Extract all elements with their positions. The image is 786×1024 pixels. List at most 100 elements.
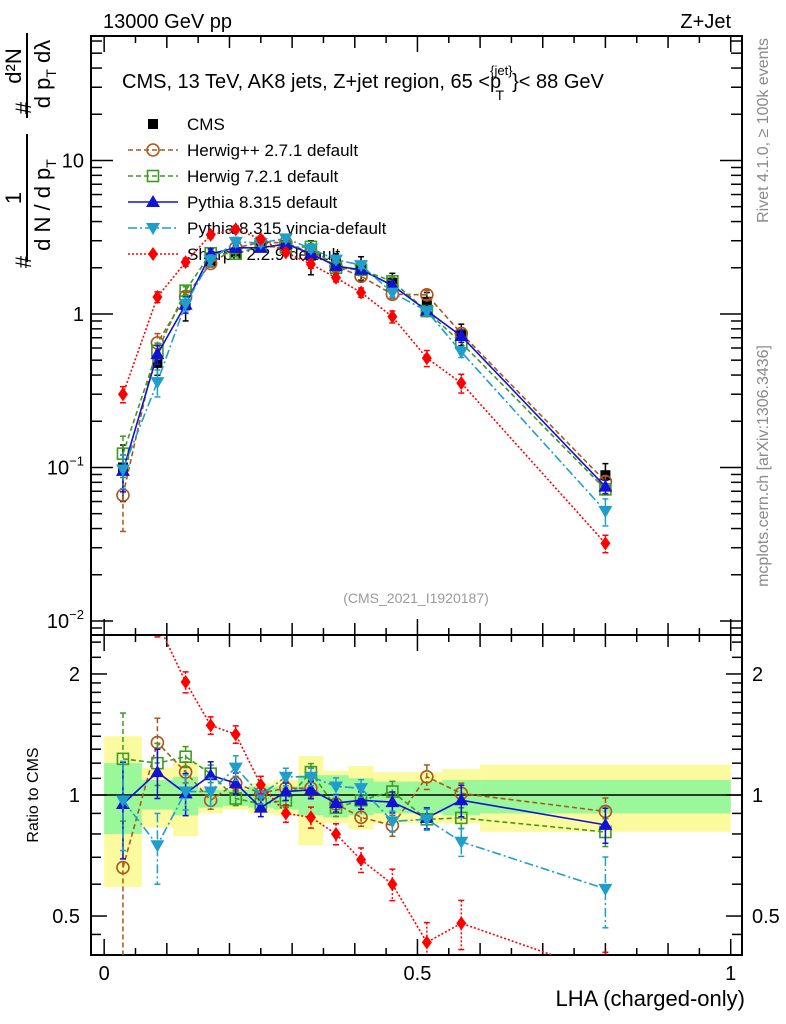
ratio-panel-data (115, 596, 613, 981)
data-point-main (205, 227, 216, 242)
y-tick-label-base: 10 (47, 611, 69, 633)
data-point-ratio (419, 814, 434, 827)
legend-entry: Pythia 8.315 default (128, 193, 338, 212)
y-label-frac2-den-sub: T (43, 69, 59, 78)
analysis-id: (CMS_2021_I1920187) (343, 590, 489, 606)
series-main (115, 233, 613, 527)
data-point-ratio (303, 782, 318, 795)
data-point-ratio (354, 810, 368, 825)
y-axis-label: # 1 d N / d pT # d²N d pT dλ (1, 33, 59, 268)
plot-title-main: CMS, 13 TeV, AK8 jets, Z+jet region, 65 … (122, 71, 490, 93)
y-tick-label-base: 10 (47, 457, 69, 479)
data-point-ratio (600, 967, 610, 981)
y-label-frac1-den-text: d N / d p (30, 168, 55, 251)
data-point-ratio (354, 793, 369, 806)
plot-title-p: p (490, 71, 501, 93)
data-point-main (230, 222, 241, 237)
data-point-ratio (356, 852, 367, 867)
data-point-ratio (180, 675, 191, 690)
data-point-main (454, 329, 469, 342)
data-point-main (420, 288, 434, 302)
data-point-ratio (598, 817, 613, 830)
main-panel-data (115, 222, 613, 554)
series-ratio (115, 755, 613, 929)
series-main (117, 222, 611, 554)
process-label: Z+Jet (680, 11, 731, 33)
data-point-main (178, 298, 193, 311)
y-label-frac2-den-tail: dλ (30, 40, 55, 69)
data-point-ratio (280, 806, 291, 821)
data-point-ratio (150, 765, 165, 778)
data-point-ratio (118, 596, 128, 610)
data-point-main (303, 243, 318, 256)
data-point-main (280, 245, 291, 260)
data-point-ratio (387, 877, 398, 892)
series-line-main (122, 243, 606, 488)
y-tick-label: 1 (73, 304, 84, 326)
data-point-main (150, 347, 165, 360)
data-point-ratio (179, 750, 192, 764)
legend-entry: CMS (148, 115, 225, 134)
data-point-main (180, 255, 191, 270)
data-point-ratio (228, 776, 243, 789)
y-label-hash-2: # (11, 101, 36, 114)
data-point-main (600, 536, 611, 551)
plot-title: CMS, 13 TeV, AK8 jets, Z+jet region, 65 … (122, 63, 605, 103)
series-line-main (122, 241, 606, 496)
y-tick-label-exponent: −1 (69, 453, 84, 468)
data-point-ratio (278, 784, 293, 797)
data-point-main (152, 289, 163, 304)
y-label-frac1-den: d N / d pT (30, 159, 59, 251)
data-point-main (354, 260, 369, 273)
data-point-main (117, 387, 128, 402)
plot-title-tail: }< 88 GeV (512, 71, 604, 93)
data-point-ratio (421, 935, 432, 950)
plot-title-sub: T (496, 87, 505, 103)
data-point-main (179, 284, 192, 297)
data-point-main (328, 254, 343, 267)
data-point-main (385, 278, 400, 291)
data-point-ratio (330, 826, 341, 841)
data-point-ratio (454, 836, 469, 849)
series-ratio (118, 596, 610, 981)
y-label-frac2-num: d²N (1, 48, 26, 83)
x-tick-label: 0.5 (404, 963, 432, 985)
data-point-ratio (305, 810, 316, 825)
data-point-main (115, 464, 130, 477)
ratio-axis-label: Ratio to CMS (25, 747, 42, 842)
y-tick-label-base: 10 (62, 150, 84, 172)
legend-marker (148, 119, 158, 129)
y-label-frac2-den: d pT dλ (30, 40, 59, 109)
data-point-ratio (150, 840, 165, 853)
series-line-main (122, 237, 607, 512)
data-point-ratio (115, 795, 130, 808)
ratio-tick-label-right: 1 (752, 785, 763, 807)
legend-entry: Herwig++ 2.7.1 default (128, 141, 358, 160)
legend-label: Herwig++ 2.7.1 default (187, 141, 358, 160)
data-point-main (356, 285, 367, 300)
data-point-ratio (278, 771, 293, 784)
data-point-ratio (598, 883, 613, 896)
series-main (116, 240, 612, 496)
data-point-ratio (255, 777, 266, 792)
data-point-ratio (228, 762, 243, 775)
legend-marker (146, 169, 160, 183)
rivet-version-note: Rivet 4.1.0, ≥ 100k events (755, 38, 772, 223)
data-point-ratio (203, 768, 218, 781)
y-label-frac2-den-text: d p (30, 78, 55, 109)
series-line-ratio (162, 635, 555, 955)
y-tick-label-exponent: −2 (69, 607, 84, 622)
legend-marker (146, 223, 160, 235)
data-point-ratio (354, 783, 369, 796)
data-point-ratio (385, 816, 400, 829)
data-point-main (305, 257, 316, 272)
plot-title-sup: {jet} (490, 63, 513, 78)
data-point-main (330, 270, 341, 285)
data-point-main (456, 376, 467, 391)
data-point-ratio (152, 615, 162, 629)
legend-entry: Herwig 7.2.1 default (128, 167, 338, 186)
ratio-tick-label-left: 0.5 (52, 906, 80, 928)
ratio-tick-label-right: 0.5 (752, 906, 780, 928)
y-tick-label: 10−2 (47, 607, 84, 633)
